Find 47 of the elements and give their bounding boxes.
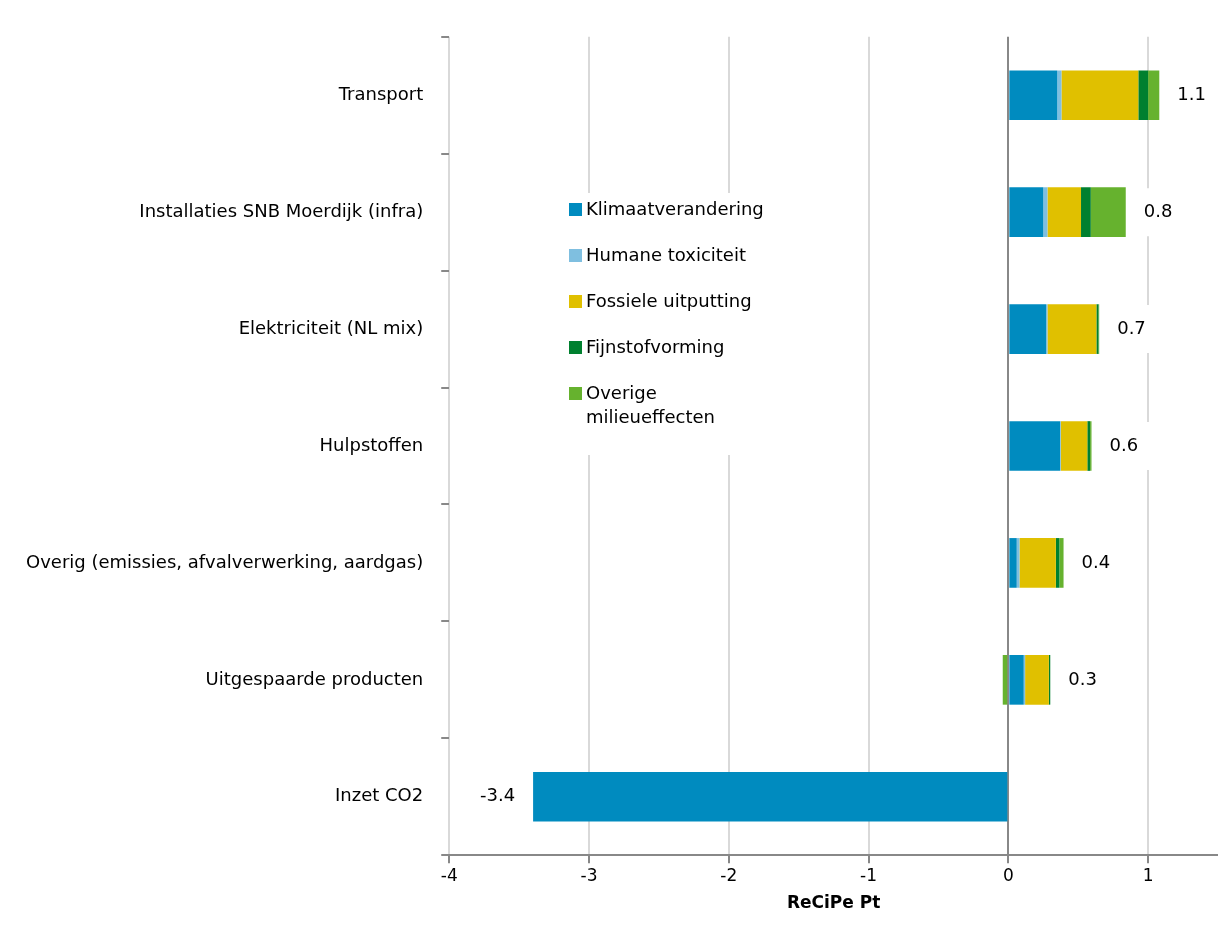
total-label: -3.4 (479, 784, 516, 806)
bar (1009, 538, 1017, 588)
x-tick-label: -3 (580, 864, 598, 885)
legend-label: Fijnstofvorming (586, 335, 725, 359)
legend-label: Overige milieueffecten (586, 381, 716, 429)
legend-label: Klimaatverandering (586, 197, 764, 221)
bar (1047, 304, 1097, 354)
x-tick-label: 0 (1002, 864, 1014, 885)
x-tick-label: -4 (440, 864, 458, 885)
x-tick-label: -2 (720, 864, 738, 885)
bar (1059, 538, 1064, 588)
y-tick-label: Hulpstoffen (319, 433, 424, 455)
x-tick-label: 1 (1142, 864, 1154, 885)
x-axis-title: ReCiPe Pt (786, 892, 881, 913)
bar (1043, 187, 1048, 238)
bar (1009, 654, 1024, 705)
bar (1060, 421, 1088, 471)
total-label: 0.3 (1068, 667, 1097, 689)
total-label: 0.6 (1109, 433, 1139, 455)
y-tick-label: Installaties SNB Moerdijk (infra) (139, 199, 424, 221)
bar (1138, 70, 1149, 121)
bar (1025, 654, 1049, 705)
legend-label: Fossiele uitputting (586, 289, 752, 313)
total-label: 0.7 (1117, 316, 1146, 338)
bar (1081, 187, 1091, 238)
bar (1016, 538, 1020, 588)
total-label: 0.8 (1143, 199, 1173, 221)
bar (1061, 70, 1139, 121)
total-label: 0.4 (1081, 550, 1111, 572)
bar (1047, 187, 1082, 238)
y-tick-label: Inzet CO2 (335, 784, 424, 806)
y-tick-label: Elektriciteit (NL mix) (238, 316, 424, 338)
total-label: 1.1 (1177, 82, 1206, 104)
y-tick-label: Overig (emissies, afvalverwerking, aardgas) (26, 550, 424, 572)
x-tick-label: -1 (860, 864, 878, 885)
bar (1148, 70, 1160, 121)
bar (533, 771, 1008, 822)
y-tick-label: Transport (337, 82, 424, 104)
bar (1057, 70, 1062, 121)
y-tick-label: Uitgespaarde producten (205, 667, 424, 689)
bar (1009, 70, 1058, 121)
bar (1090, 187, 1126, 238)
bar (1009, 187, 1044, 238)
bar (1019, 538, 1056, 588)
bar (1009, 304, 1047, 354)
bar (1009, 421, 1061, 471)
legend-label: Humane toxiciteit (586, 243, 746, 267)
